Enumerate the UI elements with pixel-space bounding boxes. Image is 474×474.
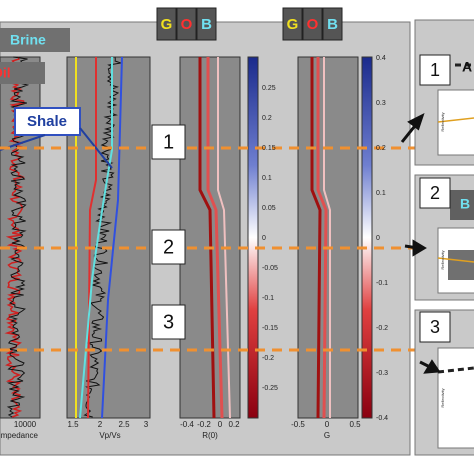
colorbar-label: -0.3 (376, 370, 388, 377)
marker-box (419, 177, 451, 209)
side-box (448, 250, 474, 280)
colorbar-label: 0.3 (376, 100, 386, 107)
gob-box (176, 7, 197, 41)
x-tick-label: -0.2 (197, 420, 211, 429)
x-tick-label: 0 (325, 420, 330, 429)
marker-label: 1 (430, 60, 440, 80)
gob-label: B (201, 16, 212, 33)
oil-label: Oil (0, 65, 11, 81)
side-curve (437, 257, 474, 263)
gob-box (196, 7, 217, 41)
gob-label: G (161, 16, 173, 33)
curve (323, 57, 331, 418)
x-tick-label: 1.5 (67, 420, 79, 429)
oil-box (0, 62, 45, 84)
colorbar-label: 0 (262, 235, 266, 242)
colorbar-label: 0.05 (262, 205, 276, 212)
colorbar-label: -0.1 (376, 280, 388, 287)
colorbar-label: -0.2 (262, 355, 274, 362)
colorbar-label: -0.15 (262, 325, 278, 332)
colorbar-label: 0.25 (262, 85, 276, 92)
colorbar-label: -0.2 (376, 325, 388, 332)
gob-label: G (287, 16, 299, 33)
gob-box (302, 7, 323, 41)
colorbar (361, 56, 373, 419)
colorbar-label: -0.25 (262, 385, 278, 392)
gob-box (322, 7, 343, 41)
curve (206, 57, 224, 419)
marker-box (419, 54, 451, 86)
marker-box (151, 304, 186, 340)
x-tick-label: 10000 (14, 420, 37, 429)
gob-label: O (181, 16, 193, 33)
colorbar-label: 0.1 (262, 175, 272, 182)
side-box (450, 190, 474, 220)
curve (198, 57, 216, 419)
colorbar-label: 0.4 (376, 55, 386, 62)
shale-box (14, 107, 81, 136)
colorbar-label: -0.4 (376, 415, 388, 422)
gob-label: B (327, 16, 338, 33)
gob-box (156, 7, 177, 41)
colorbar-label: 0.2 (376, 145, 386, 152)
x-tick-label: 2.5 (118, 420, 130, 429)
side-axis-label: Reflectivity (440, 388, 445, 407)
side-curve (437, 117, 474, 123)
side-title: B (460, 196, 470, 212)
side-axis-label: Reflectivity (440, 112, 445, 131)
x-axis-label: Vp/Vs (99, 431, 120, 440)
marker-box (419, 311, 451, 343)
g-plot (297, 56, 359, 419)
shale-label: Shale (27, 113, 67, 130)
colorbar-label: -0.1 (262, 295, 274, 302)
log-curve (83, 56, 121, 418)
colorbar-label: 0.2 (262, 115, 272, 122)
colorbar (247, 56, 259, 419)
marker-box (151, 124, 186, 160)
side-plot (437, 347, 474, 449)
x-tick-label: 0.5 (349, 420, 361, 429)
marker-label: 2 (430, 183, 440, 203)
side-plot (437, 89, 474, 156)
marker-label: 1 (163, 131, 174, 153)
x-axis-label: Impedance (0, 431, 39, 440)
arrows (400, 113, 441, 374)
curve (217, 57, 231, 419)
x-axis-label: R(0) (202, 431, 218, 440)
colorbar-label: 0.15 (262, 145, 276, 152)
gob-label: O (307, 16, 319, 33)
curve (310, 57, 322, 419)
x-tick-label: 2 (98, 420, 103, 429)
x-axis-label: G (324, 431, 330, 440)
colorbar-label: 0 (376, 235, 380, 242)
vpvs-plot (66, 56, 151, 419)
gob-box (282, 7, 303, 41)
side-axis-label: Reflectivity (440, 250, 445, 269)
side-title: A (462, 59, 472, 75)
marker-label: 2 (163, 236, 174, 258)
brine-box (0, 28, 70, 52)
colorbar-label: -0.05 (262, 265, 278, 272)
curve (79, 57, 113, 419)
colorbar-label: 0.1 (376, 190, 386, 197)
marker-box (151, 229, 186, 265)
marker-label: 3 (163, 311, 174, 333)
x-tick-label: -0.4 (180, 420, 194, 429)
pointer (79, 127, 113, 169)
curve (101, 56, 123, 419)
x-tick-label: -0.5 (291, 420, 305, 429)
brine-label: Brine (10, 32, 46, 48)
marker-label: 3 (430, 317, 440, 337)
x-tick-label: 0.2 (228, 420, 240, 429)
x-tick-label: 0 (218, 420, 223, 429)
x-tick-label: 3 (144, 420, 149, 429)
side-curve (437, 366, 474, 374)
curve (316, 57, 328, 419)
